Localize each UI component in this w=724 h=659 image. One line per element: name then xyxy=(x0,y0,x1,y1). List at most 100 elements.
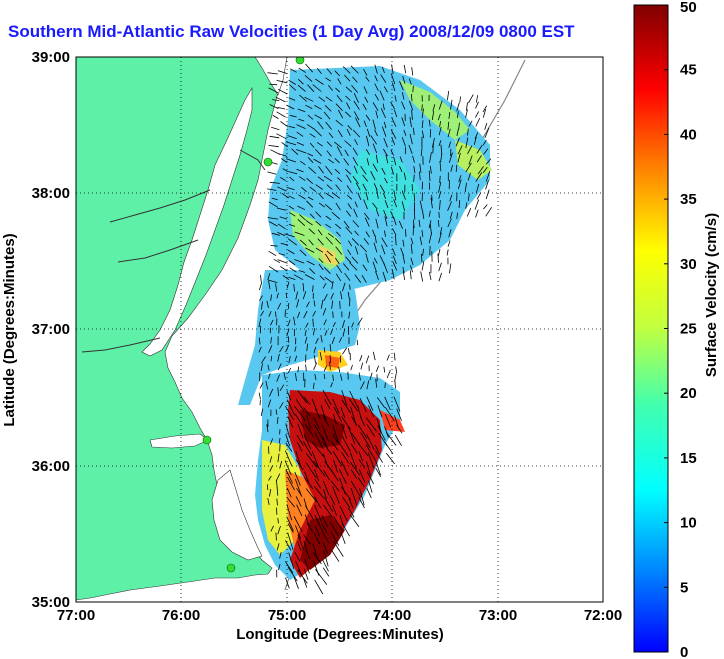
velocity-vector xyxy=(314,469,320,482)
velocity-vector xyxy=(468,94,474,104)
velocity-vector xyxy=(306,200,314,208)
velocity-vector xyxy=(278,253,286,256)
velocity-vector xyxy=(297,390,308,404)
velocity-vector xyxy=(457,179,462,190)
velocity-vector xyxy=(475,101,479,109)
velocity-vector xyxy=(297,366,300,373)
velocity-vector xyxy=(296,434,304,446)
velocity-vector xyxy=(345,95,351,101)
velocity-vector xyxy=(432,142,434,154)
velocity-vector xyxy=(354,139,358,146)
velocity-vector xyxy=(449,211,453,219)
velocity-vector xyxy=(386,370,391,379)
velocity-vector xyxy=(322,308,327,316)
velocity-vector xyxy=(350,469,358,480)
velocity-vector xyxy=(303,310,308,319)
velocity-vector xyxy=(286,104,295,110)
velocity-vector xyxy=(392,228,397,236)
velocity-vector xyxy=(268,250,277,257)
velocity-vector xyxy=(366,471,375,485)
velocity-vector xyxy=(295,399,305,412)
velocity-vector xyxy=(468,120,473,127)
velocity-vector xyxy=(374,75,378,82)
velocity-vector xyxy=(287,367,292,374)
velocity-vector xyxy=(347,291,350,300)
velocity-vector xyxy=(270,337,272,344)
velocity-vector xyxy=(351,322,354,328)
velocity-vector xyxy=(293,576,299,589)
velocity-vector xyxy=(323,504,333,518)
velocity-vector xyxy=(381,66,385,74)
velocity-vector xyxy=(323,373,326,380)
velocity-vector xyxy=(402,270,405,280)
velocity-vector xyxy=(326,68,333,75)
velocity-vector xyxy=(363,86,368,94)
velocity-vector xyxy=(318,258,324,263)
velocity-vector xyxy=(421,230,424,238)
velocity-vector xyxy=(295,372,297,382)
velocity-vector xyxy=(381,244,386,255)
velocity-vector xyxy=(354,246,359,255)
velocity-vector xyxy=(321,440,333,455)
velocity-vector xyxy=(382,271,387,283)
velocity-vector xyxy=(276,498,278,506)
velocity-vector xyxy=(323,175,333,182)
velocity-vector xyxy=(316,67,322,75)
velocity-vector xyxy=(353,165,358,174)
velocity-vector xyxy=(286,497,296,508)
velocity-vector xyxy=(348,348,350,355)
velocity-vector xyxy=(382,192,386,199)
velocity-vector xyxy=(267,273,271,281)
velocity-vector xyxy=(331,300,333,309)
velocity-vector xyxy=(322,425,329,442)
velocity-vector xyxy=(418,219,421,228)
velocity-vector xyxy=(267,498,270,505)
velocity-vector xyxy=(348,311,351,319)
velocity-vector xyxy=(324,497,334,513)
velocity-vector xyxy=(343,220,350,229)
velocity-vector xyxy=(335,119,344,127)
velocity-vector xyxy=(288,205,295,210)
velocity-vector xyxy=(268,373,271,379)
velocity-vector xyxy=(317,121,324,130)
velocity-vector xyxy=(350,443,358,454)
velocity-vector xyxy=(269,456,273,463)
velocity-vector xyxy=(332,311,334,318)
velocity-vector xyxy=(311,442,325,458)
tributary-james xyxy=(81,337,161,353)
velocity-vector xyxy=(485,189,490,200)
velocity-vector xyxy=(447,121,450,130)
velocity-vector xyxy=(315,247,324,253)
velocity-vector xyxy=(309,142,315,148)
velocity-vector xyxy=(390,149,394,156)
velocity-vector xyxy=(280,177,286,182)
velocity-vector xyxy=(304,274,315,280)
velocity-vector xyxy=(375,450,383,463)
velocity-vector xyxy=(396,424,403,434)
velocity-vector xyxy=(447,218,452,228)
velocity-vector xyxy=(305,505,314,520)
x-tick-label: 77:00 xyxy=(57,607,95,624)
velocity-vector xyxy=(447,90,450,101)
velocity-vector xyxy=(342,328,346,337)
velocity-vector xyxy=(335,273,342,282)
velocity-vector xyxy=(372,119,376,130)
velocity-vector xyxy=(363,199,368,210)
velocity-vector xyxy=(282,168,289,173)
velocity-vector xyxy=(419,171,421,181)
velocity-vector xyxy=(354,230,359,236)
velocity-vector xyxy=(360,432,371,448)
velocity-vector xyxy=(267,399,272,408)
velocity-vector xyxy=(384,230,386,237)
velocity-vectors xyxy=(258,63,493,595)
velocity-vector xyxy=(288,276,296,280)
velocity-vector xyxy=(332,486,340,504)
velocity-vector xyxy=(338,337,343,343)
velocity-vector xyxy=(289,212,296,217)
velocity-vector xyxy=(295,496,302,507)
velocity-vector xyxy=(411,109,413,120)
velocity-vector xyxy=(330,480,340,492)
velocity-vector xyxy=(309,213,315,219)
velocity-vector xyxy=(475,111,480,118)
colorbar-tick-label: 35 xyxy=(680,191,697,208)
